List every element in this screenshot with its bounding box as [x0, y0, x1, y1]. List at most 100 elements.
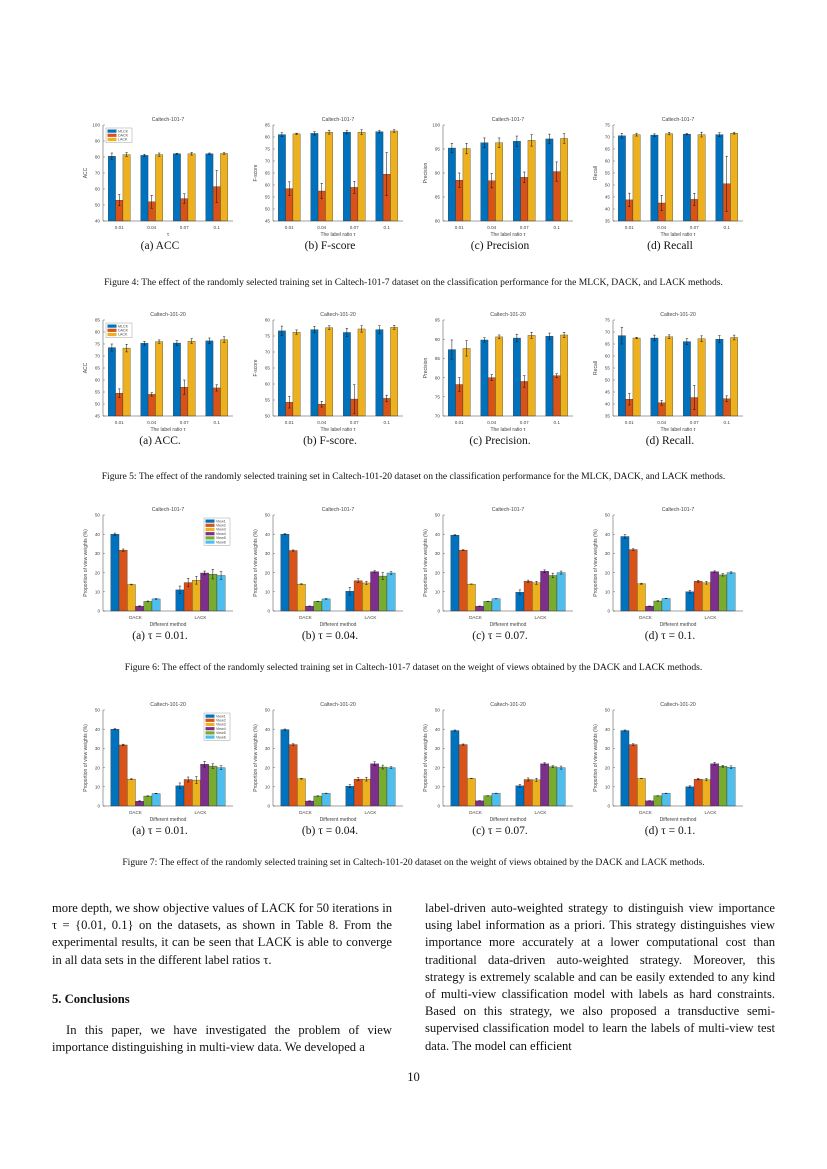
bar — [205, 153, 214, 222]
bar — [127, 778, 136, 807]
x-tick-label: 0.01 — [455, 225, 464, 230]
y-tick-label: 70 — [435, 414, 441, 419]
bar — [310, 329, 319, 417]
error-bar — [458, 172, 461, 188]
bar — [650, 337, 659, 417]
bar — [548, 575, 558, 612]
y-tick-label: 40 — [95, 532, 101, 537]
error-bar — [222, 336, 226, 343]
bar — [683, 341, 691, 417]
y-axis-label: Proportion of view weights (%) — [423, 529, 429, 597]
bar — [135, 801, 144, 807]
error-bar — [208, 337, 211, 345]
bar-chart: Caltech-101-7 0 10 20 30 40 50 Proportion of vi… — [83, 507, 233, 628]
y-tick-label: 50 — [605, 513, 611, 518]
bar — [321, 793, 331, 807]
bar — [665, 133, 673, 222]
paragraph: more depth, we show objective values of … — [52, 901, 392, 967]
error-bar — [186, 776, 190, 783]
error-bar — [620, 133, 624, 139]
y-tick-label: 50 — [605, 378, 611, 383]
error-bar — [453, 534, 457, 536]
error-bar — [700, 335, 703, 342]
x-tick-label: 0.1 — [724, 225, 731, 230]
error-bar — [631, 743, 635, 746]
x-tick-label: 0.07 — [350, 420, 359, 425]
chart-title: Caltech-101-7 — [662, 507, 695, 513]
error-bar — [288, 181, 291, 196]
bar — [523, 581, 533, 612]
y-tick-label: 20 — [605, 570, 611, 575]
error-bar — [559, 570, 563, 575]
x-tick-label: 0.04 — [657, 420, 666, 425]
error-bar — [535, 778, 538, 782]
error-bar — [215, 170, 218, 203]
chart-title: Caltech-101-7 — [152, 117, 185, 123]
bar — [487, 377, 496, 417]
error-bar — [291, 743, 295, 746]
error-bar — [327, 325, 331, 330]
y-tick-label: 75 — [605, 318, 611, 323]
error-bar — [628, 192, 631, 207]
y-tick-label: 75 — [435, 395, 441, 400]
bar — [618, 135, 626, 222]
subfigure-caption: (a) τ = 0.01. — [132, 630, 188, 642]
bar — [370, 763, 379, 807]
error-bar — [635, 132, 638, 137]
error-bar — [121, 548, 125, 552]
y-tick-label: 50 — [265, 513, 271, 518]
x-axis-label: τ — [167, 232, 169, 238]
error-bar — [515, 135, 519, 147]
x-tick-label: LACK — [534, 615, 547, 620]
error-bar — [530, 332, 533, 339]
legend-label: View5 — [216, 731, 226, 735]
error-bar — [623, 729, 627, 732]
error-bar — [280, 325, 284, 336]
bar — [527, 335, 536, 417]
error-bar — [320, 401, 323, 408]
error-bar — [175, 153, 179, 155]
y-tick-label: 50 — [435, 708, 441, 713]
bar — [155, 154, 163, 222]
error-bar — [150, 392, 153, 397]
y-axis-label: Recall — [593, 361, 599, 375]
y-axis-label: Proportion of view weights (%) — [253, 724, 259, 792]
error-bar — [378, 325, 381, 334]
error-bar — [548, 133, 551, 144]
y-tick-label: 80 — [435, 375, 441, 380]
legend-label: View3 — [216, 528, 226, 532]
bar — [187, 340, 196, 417]
error-bar — [300, 778, 303, 780]
error-bar — [360, 325, 363, 333]
bar — [628, 744, 638, 807]
legend-label: LACK — [118, 138, 128, 142]
x-tick-label: LACK — [364, 615, 377, 620]
bar — [726, 572, 736, 612]
chart-title: Caltech-101-7 — [492, 117, 525, 123]
legend-swatch — [205, 731, 215, 735]
error-bar — [121, 743, 125, 746]
y-tick-label: 10 — [265, 590, 271, 595]
error-bar — [356, 777, 360, 781]
legend-label: MLCK — [118, 324, 129, 328]
subfigure-caption: (d) τ = 0.1. — [644, 630, 696, 642]
bar — [292, 332, 301, 417]
y-tick-label: 50 — [265, 708, 271, 713]
bar-chart: Caltech-101-7 35 40 45 50 55 60 65 70 75 Recall 0.0… — [593, 117, 743, 238]
y-tick-label: 40 — [605, 207, 611, 212]
error-bar — [125, 152, 128, 157]
y-tick-label: 65 — [265, 171, 271, 176]
error-bar — [313, 131, 316, 136]
bar-chart: Caltech-101-20 35 40 45 50 55 60 65 70 75 Recall 0.… — [593, 312, 743, 433]
bar — [370, 571, 379, 612]
error-bar — [483, 137, 486, 148]
bar — [362, 582, 371, 612]
error-bar — [628, 393, 631, 406]
x-axis-label: The label ratio τ — [490, 232, 525, 238]
y-tick-label: 55 — [605, 171, 611, 176]
y-tick-label: 55 — [265, 398, 271, 403]
y-tick-label: 45 — [605, 195, 611, 200]
error-bar — [551, 572, 555, 579]
x-tick-label: 0.1 — [384, 420, 391, 425]
error-bar — [685, 338, 689, 345]
